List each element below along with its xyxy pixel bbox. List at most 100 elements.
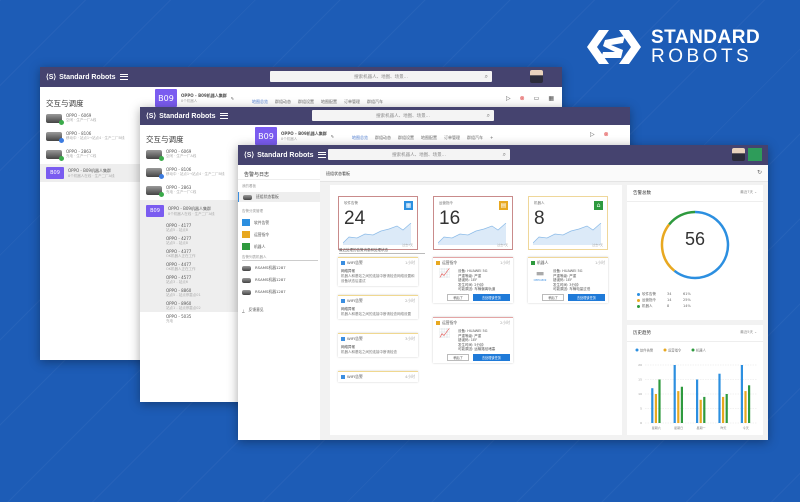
alarm-card[interactable]: WIFI告警 4小时 xyxy=(338,371,418,382)
feedback-link[interactable]: ⟂ 反馈意见 xyxy=(242,307,264,313)
cluster-item[interactable]: B09 OPPO - B09机器人集群 8个机器人在线 · 生产二厂A线 xyxy=(146,205,214,217)
robot-item[interactable]: OPPO - 8860 站点5 - 站点停靠点01 xyxy=(166,288,201,297)
range-dropdown[interactable]: 最近7天 ⌄ xyxy=(740,190,757,194)
menu-icon[interactable] xyxy=(219,113,228,119)
sidebar-robot[interactable]: RSAMS机器1287 xyxy=(242,277,286,283)
panel-title: 告警总数 xyxy=(633,191,651,196)
tab[interactable]: 群组汽车 xyxy=(467,135,483,140)
stat-card[interactable]: 机器人 8 ⌂ 过去7天 xyxy=(528,196,608,250)
dismiss-button[interactable]: 稍后了 xyxy=(447,293,469,301)
robot-item[interactable]: OPPO - 8960 站点1 - 站点停靠点02 xyxy=(166,301,201,310)
handle-task-button[interactable]: 去处理该任务 xyxy=(472,293,510,301)
tab[interactable]: 地图总览 xyxy=(252,99,268,104)
search-icon: ⌕ xyxy=(486,111,490,119)
edit-icon[interactable]: ✎ xyxy=(330,133,335,139)
add-tab-button[interactable]: + xyxy=(490,135,494,140)
stat-value: 16 xyxy=(439,208,461,229)
play-icon[interactable]: ▷ xyxy=(590,131,595,138)
bar xyxy=(673,365,676,423)
robot-item[interactable]: OPPO - 5035 充电 xyxy=(166,314,192,323)
sparkline xyxy=(533,223,602,245)
stat-label: 机器人 xyxy=(534,201,545,205)
bar xyxy=(696,379,699,423)
svg-text:软件告警: 软件告警 xyxy=(640,347,654,352)
menu-icon[interactable] xyxy=(119,74,128,80)
dismiss-button[interactable]: 稍后了 xyxy=(542,293,564,301)
column-header: 最近处理的告警消息和处理状态 xyxy=(339,248,425,254)
alarm-card[interactable]: WIFI告警 2小时 网络异常 机器人和基站之间的连接中断请检查网络设置 xyxy=(338,295,418,319)
alarm-board: 软件告警 24 ▦ 过去7天 运营指令 16 ▤ 过去7天 机器人 8 ⌂ 过去… xyxy=(330,185,622,435)
avatar[interactable] xyxy=(732,148,745,161)
list-item-selected[interactable]: B09 OPPO - B09机器人集群 8个机器人在线 · 生产二厂A线 xyxy=(40,164,140,182)
menu-icon[interactable] xyxy=(317,152,326,158)
window-alarm-dashboard: ⟨S⟩ Standard Robots 搜索机器人、地图、场景... ⌕ 告警与日志… xyxy=(238,145,768,440)
sidebar-item-robot[interactable]: 机器人 xyxy=(242,243,265,250)
search-placeholder: 搜索机器人、地图、场景... xyxy=(392,152,446,158)
robot-item[interactable]: OPPO - 4477 OK机器人正在工作 xyxy=(166,262,196,271)
minimize-icon[interactable]: ▭ xyxy=(533,95,540,102)
search-input[interactable]: 搜索机器人、地图、场景... ⌕ xyxy=(328,149,510,160)
stat-icon: ▤ xyxy=(499,201,508,210)
refresh-icon[interactable]: ↻ xyxy=(756,169,762,176)
grid-icon[interactable]: ▦ xyxy=(548,95,554,102)
bar xyxy=(680,386,683,423)
bar xyxy=(725,394,728,423)
tab[interactable]: 地图配置 xyxy=(321,99,337,104)
tab[interactable]: 群组设置 xyxy=(298,99,314,104)
tab[interactable]: 群组设置 xyxy=(398,135,414,140)
stop-icon[interactable]: ⊗ xyxy=(603,131,609,138)
tab[interactable]: 群组动态 xyxy=(275,99,291,104)
toolbar: ▷ ⊗ xyxy=(590,131,609,138)
search-input[interactable]: 搜索机器人、地图、场景... ⌕ xyxy=(270,71,492,82)
alarm-card[interactable]: 运营指令 2小时 📈 设备: HUAWEI 5G 严重等级: 严重 错误码: 1EF 发生… xyxy=(433,317,513,363)
chart-icon: 📈 xyxy=(439,329,451,339)
alarm-card[interactable]: WIFI告警 1小时 网络异常 机器人和基站之间的连接中断请检查网络设置和设备状态后重… xyxy=(338,257,418,286)
list-item[interactable]: OPPO - 6069 空闲 · 生产一厂A线 xyxy=(46,113,96,125)
robot-item[interactable]: OPPO - 4177 站点5 - 站点8 xyxy=(166,223,192,232)
tab[interactable]: 地图总览 xyxy=(352,135,368,140)
logo-icon: ⟨S⟩ xyxy=(146,113,157,120)
sidebar-item-operation[interactable]: 运营指令 xyxy=(242,231,269,238)
play-icon[interactable]: ▷ xyxy=(506,95,511,102)
alarm-card[interactable]: 机器人 1小时 ▬ OPPO-B09 设备: HUAWEI 5G 严重等级: 严重 错误码… xyxy=(528,257,608,303)
sidebar-item-board[interactable]: 班组状态看板 xyxy=(238,192,320,202)
sidebar-title: 交互与调度 xyxy=(146,135,184,144)
list-item[interactable]: OPPO - 2863 充电 · 生产一厂C线 xyxy=(146,185,196,197)
avatar[interactable] xyxy=(530,70,543,83)
edit-icon[interactable]: ✎ xyxy=(230,95,235,101)
search-icon: ⌕ xyxy=(502,150,506,158)
logo-icon: ⟨S⟩ xyxy=(244,152,255,159)
alarm-card[interactable]: 运营指令 1小时 📈 设备: HUAWEI 5G 严重等级: 严重 错误码: 1EF 发生… xyxy=(433,257,513,303)
dismiss-button[interactable]: 稍后了 xyxy=(447,353,469,361)
handle-task-button[interactable]: 去处理该任务 xyxy=(567,293,605,301)
stat-card[interactable]: 运营指令 16 ▤ 过去7天 xyxy=(433,196,513,250)
tab[interactable]: 订单管理 xyxy=(344,99,360,104)
sidebar-robot[interactable]: RSAMS机器1287 xyxy=(242,265,286,271)
list-item[interactable]: OPPO - 2863 充电 · 生产一厂C线 xyxy=(46,149,96,161)
brand-line2: ROBOTS xyxy=(651,46,753,67)
stat-card[interactable]: 软件告警 24 ▦ 过去7天 xyxy=(338,196,418,250)
range-dropdown[interactable]: 最近5天 ⌄ xyxy=(740,330,757,334)
alarm-card[interactable]: WIFI告警 3小时 网络异常 机器人和基站之间的连接中断请检查 xyxy=(338,333,418,357)
robot-item[interactable]: OPPO - 4377 OK机器人正在工作 xyxy=(166,249,196,258)
robot-item[interactable]: OPPO - 4577 站点3 - 站点6 xyxy=(166,275,192,284)
handle-task-button[interactable]: 去处理该任务 xyxy=(472,353,510,361)
list-item[interactable]: OPPO - 6069 空闲 · 生产一厂A线 xyxy=(146,149,196,161)
list-item[interactable]: OPPO - 8106 移动中 · 站点1→站点4 · 生产二厂B线 xyxy=(46,131,124,143)
tab[interactable]: 群组动态 xyxy=(375,135,391,140)
stat-footer: 过去7天 xyxy=(592,243,603,247)
sidebar-robot[interactable]: RSAMS机器1287 xyxy=(242,289,286,295)
sidebar-item-software[interactable]: 软件告警 xyxy=(242,219,269,226)
search-input[interactable]: 搜索机器人、地图、场景... ⌕ xyxy=(312,110,494,121)
stop-icon[interactable]: ⊗ xyxy=(519,95,525,102)
chart-icon: 📈 xyxy=(439,269,451,279)
svg-text:机器人: 机器人 xyxy=(696,347,707,352)
tab[interactable]: 订单管理 xyxy=(444,135,460,140)
robot-item[interactable]: OPPO - 4277 站点5 - 站点8 xyxy=(166,236,192,245)
y-tick-label: 5 xyxy=(640,407,642,411)
tab[interactable]: 群组汽车 xyxy=(367,99,383,104)
app-name: Standard Robots xyxy=(59,73,116,81)
tab[interactable]: 地图配置 xyxy=(421,135,437,140)
group-header: B09 OPPO - B09机器人集群 8个机器人 ✎ xyxy=(255,127,334,145)
list-item[interactable]: OPPO - 8106 移动中 · 站点1→站点4 · 生产二厂B线 xyxy=(146,167,224,179)
